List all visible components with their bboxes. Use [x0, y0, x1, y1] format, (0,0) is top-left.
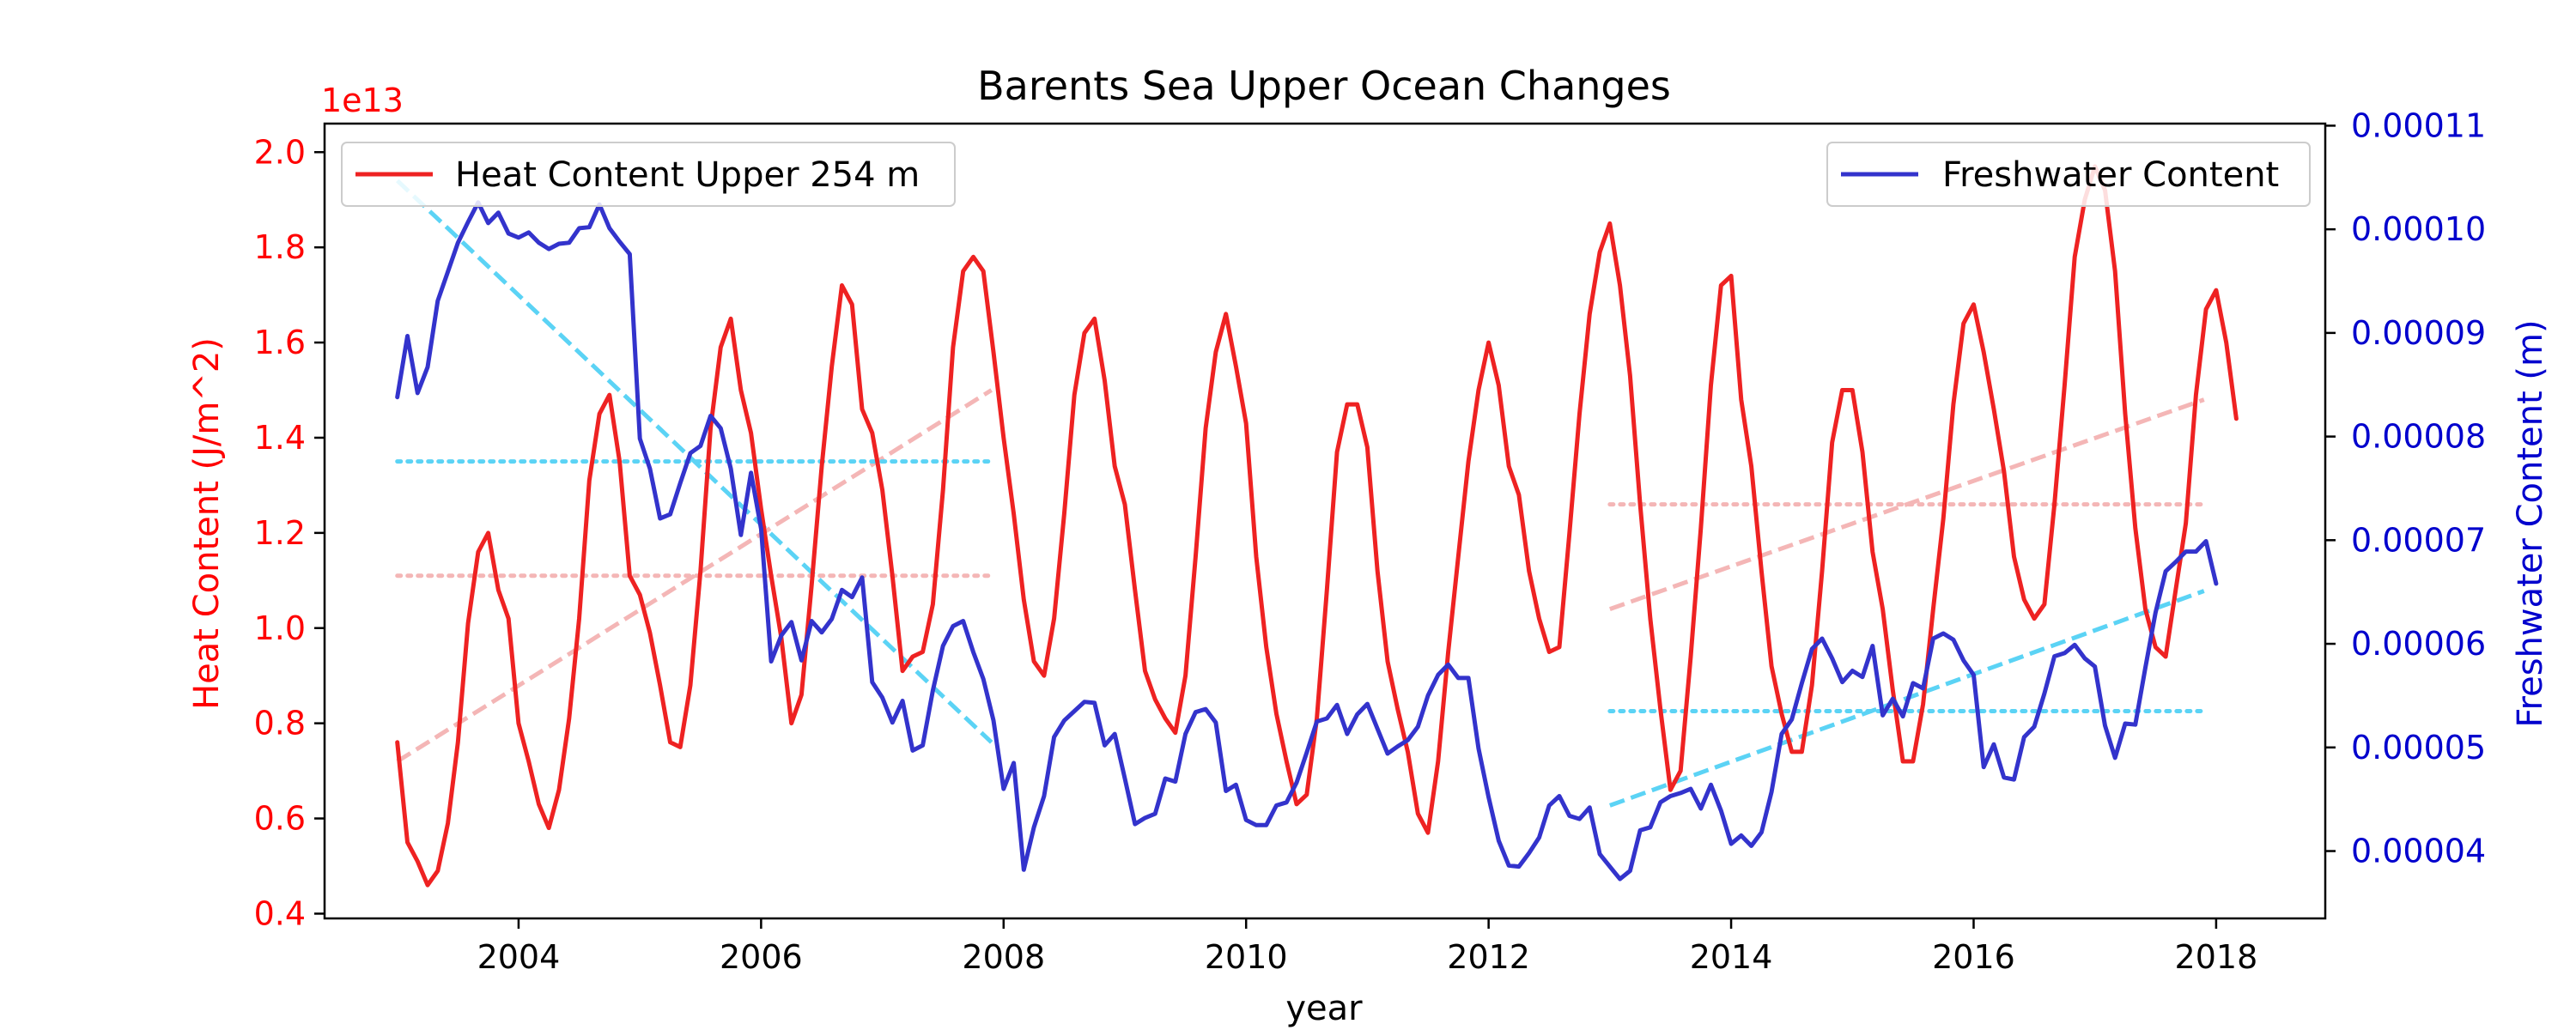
- right-tick-label: 0.00007: [2351, 521, 2486, 559]
- x-axis-label: year: [1285, 989, 1363, 1028]
- heat-content-series-line: [395, 164, 2239, 888]
- left-tick-label: 2.0: [254, 133, 306, 171]
- left-tick-label: 0.4: [254, 894, 306, 932]
- left-tick-label: 0.6: [254, 800, 306, 838]
- x-tick-label: 2014: [1690, 938, 1773, 976]
- legend-box: [341, 142, 956, 207]
- right-tick-label: 0.00005: [2351, 729, 2486, 766]
- x-axis-ticks: 2004 2006 2008 2010 2012 2014 2016 2018: [477, 918, 2258, 976]
- x-tick-label: 2018: [2175, 938, 2258, 976]
- left-axis-label: Heat Content (J/m^2): [187, 337, 227, 710]
- left-tick-label: 1.4: [254, 419, 306, 457]
- left-tick-label: 0.8: [254, 705, 306, 742]
- x-tick-label: 2012: [1447, 938, 1530, 976]
- legend-label: Freshwater Content: [1942, 155, 2279, 195]
- left-tick-label: 1.0: [254, 609, 306, 647]
- right-tick-label: 0.00010: [2351, 210, 2486, 248]
- x-tick-label: 2004: [477, 938, 561, 976]
- right-tick-label: 0.00011: [2351, 106, 2486, 144]
- legend-label: Heat Content Upper 254 m: [455, 155, 920, 195]
- right-tick-label: 0.00009: [2351, 314, 2486, 352]
- right-tick-label: 0.00008: [2351, 418, 2486, 456]
- left-axis-ticks: 0.4 0.6 0.8 1.0 1.2 1.4 1.6 1.8 2.0: [254, 133, 325, 932]
- right-tick-label: 0.00006: [2351, 625, 2486, 663]
- plot-frame: [323, 122, 2327, 920]
- freshwater-content-series-line: [395, 200, 2219, 882]
- x-tick-label: 2008: [962, 938, 1045, 976]
- data-series: [395, 164, 2239, 888]
- legend-heat-content: Heat Content Upper 254 m: [341, 142, 956, 207]
- right-axis-label: Freshwater Content (m): [2511, 319, 2550, 727]
- x-tick-label: 2016: [1932, 938, 2015, 976]
- left-axis-offset-text: 1e13: [321, 82, 404, 119]
- left-tick-label: 1.2: [254, 514, 306, 552]
- legend-box: [1826, 142, 2311, 207]
- chart-title: Barents Sea Upper Ocean Changes: [977, 63, 1671, 109]
- right-axis-ticks: 0.00004 0.00005 0.00006 0.00007 0.00008 0.000…: [2325, 106, 2486, 870]
- left-tick-label: 1.8: [254, 228, 306, 266]
- x-tick-label: 2010: [1205, 938, 1288, 976]
- right-tick-label: 0.00004: [2351, 833, 2486, 870]
- left-tick-label: 1.6: [254, 324, 306, 361]
- x-tick-label: 2006: [720, 938, 803, 976]
- legend-freshwater-content: Freshwater Content: [1826, 142, 2311, 207]
